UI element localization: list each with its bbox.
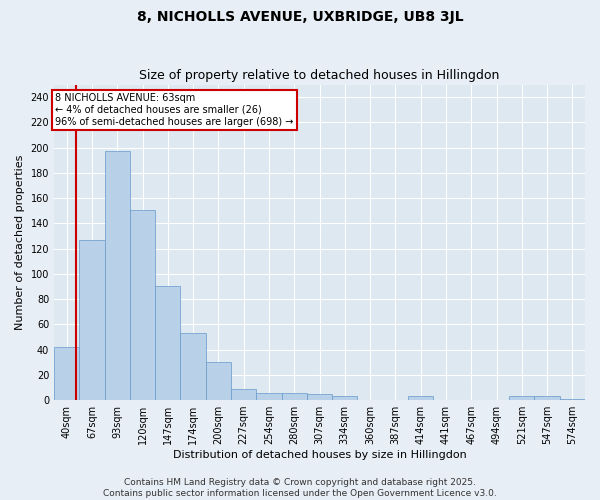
Bar xyxy=(104,152,130,400)
Bar xyxy=(509,396,535,400)
Bar xyxy=(408,396,433,400)
Bar xyxy=(54,347,79,400)
Bar xyxy=(231,388,256,400)
Bar xyxy=(155,286,181,400)
Bar xyxy=(281,392,307,400)
Bar xyxy=(79,240,104,400)
Text: Contains HM Land Registry data © Crown copyright and database right 2025.
Contai: Contains HM Land Registry data © Crown c… xyxy=(103,478,497,498)
Bar xyxy=(332,396,358,400)
Text: 8, NICHOLLS AVENUE, UXBRIDGE, UB8 3JL: 8, NICHOLLS AVENUE, UXBRIDGE, UB8 3JL xyxy=(137,10,463,24)
Bar xyxy=(130,210,155,400)
Bar xyxy=(560,399,585,400)
Bar xyxy=(535,396,560,400)
Y-axis label: Number of detached properties: Number of detached properties xyxy=(15,154,25,330)
Bar xyxy=(256,392,281,400)
Bar xyxy=(307,394,332,400)
Title: Size of property relative to detached houses in Hillingdon: Size of property relative to detached ho… xyxy=(139,69,500,82)
X-axis label: Distribution of detached houses by size in Hillingdon: Distribution of detached houses by size … xyxy=(173,450,466,460)
Bar xyxy=(181,333,206,400)
Bar xyxy=(206,362,231,400)
Text: 8 NICHOLLS AVENUE: 63sqm
← 4% of detached houses are smaller (26)
96% of semi-de: 8 NICHOLLS AVENUE: 63sqm ← 4% of detache… xyxy=(55,94,293,126)
